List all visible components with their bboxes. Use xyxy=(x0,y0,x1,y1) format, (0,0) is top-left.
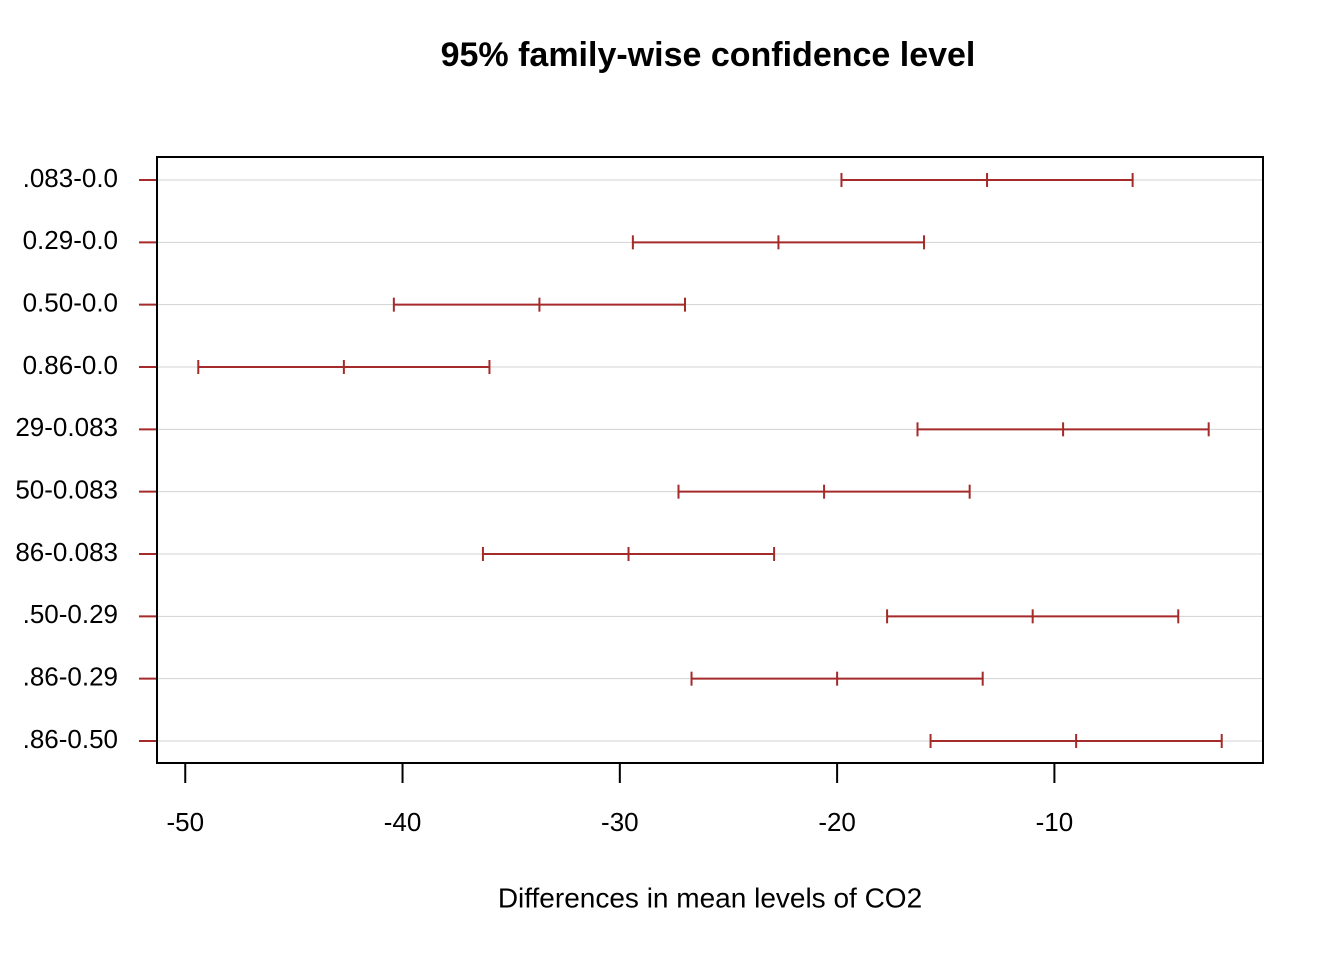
x-tick-label: -50 xyxy=(166,807,204,837)
y-tick-label: 0.29-0.0 xyxy=(23,225,118,255)
y-tick-label: 50-0.083 xyxy=(15,475,118,505)
x-tick-label: -10 xyxy=(1036,807,1074,837)
x-tick-label: -20 xyxy=(818,807,856,837)
y-tick-label: 0.50-0.0 xyxy=(23,288,118,318)
y-tick-label: 86-0.083 xyxy=(15,537,118,567)
y-tick-label: 29-0.083 xyxy=(15,412,118,442)
chart-title: 95% family-wise confidence level xyxy=(441,36,976,74)
y-tick-label: .86-0.29 xyxy=(23,662,118,692)
x-tick-label: -40 xyxy=(384,807,422,837)
x-axis-label: Differences in mean levels of CO2 xyxy=(498,882,922,913)
y-tick-label: .50-0.29 xyxy=(23,599,118,629)
y-tick-label: 0.86-0.0 xyxy=(23,350,118,380)
y-tick-label: .083-0.0 xyxy=(23,163,118,193)
plot-frame xyxy=(156,156,1264,764)
x-tick-label: -30 xyxy=(601,807,639,837)
y-tick-label: .86-0.50 xyxy=(23,724,118,754)
